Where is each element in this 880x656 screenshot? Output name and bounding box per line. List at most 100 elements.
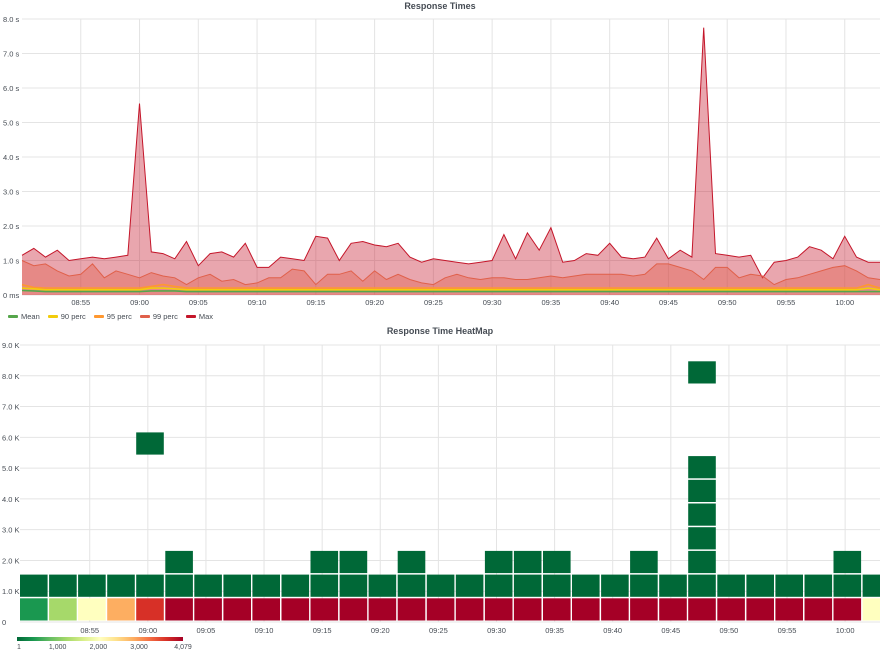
y-tick-label: 6.0 K	[2, 433, 20, 442]
y-tick-label: 1.0 K	[2, 587, 20, 596]
heatmap-cell	[484, 574, 513, 597]
y-tick-label: 8.0 K	[2, 372, 20, 381]
y-tick-label: 0	[2, 618, 6, 627]
y-tick-label: 1.0 s	[3, 257, 20, 266]
heatmap-cell	[455, 598, 484, 621]
heatmap-cell	[107, 574, 135, 597]
series-line-max	[21, 27, 880, 279]
x-tick-label: 09:15	[306, 298, 325, 307]
legend-item[interactable]: Max	[185, 312, 214, 321]
heatmap-cell	[688, 550, 716, 574]
heatmap-cell	[368, 574, 397, 597]
heatmap-cell	[78, 574, 106, 597]
heatmap-cell	[426, 598, 455, 621]
x-tick-label: 09:30	[483, 298, 502, 307]
x-tick-label: 09:10	[255, 626, 274, 635]
y-tick-label: 9.0 K	[2, 341, 20, 350]
y-tick-label: 4.0 K	[2, 495, 20, 504]
heatmap-cell	[659, 574, 687, 597]
legend-label: 95 perc	[106, 312, 132, 321]
heatmap-cell	[136, 598, 164, 621]
heatmap-cell	[194, 574, 222, 597]
color-scale-label: 4,079	[174, 644, 192, 651]
legend-item[interactable]: 90 perc	[47, 312, 86, 321]
heatmap-cell	[194, 598, 222, 621]
x-tick-label: 09:20	[365, 298, 384, 307]
x-tick-label: 09:25	[429, 626, 448, 635]
x-tick-label: 09:00	[138, 626, 157, 635]
heatmap-cell	[397, 574, 426, 597]
heatmap-cell	[717, 574, 745, 597]
color-scale-label: 3,000	[130, 644, 148, 651]
x-tick-label: 09:50	[718, 298, 737, 307]
heatmap-cell	[223, 574, 251, 597]
heatmap-cell	[165, 550, 193, 574]
legend-swatch	[185, 315, 196, 318]
heatmap-cell	[165, 598, 193, 621]
y-tick-label: 7.0 K	[2, 403, 20, 412]
heatmap-cell	[543, 574, 571, 597]
heatmap-cell	[252, 598, 280, 621]
legend-item[interactable]: 99 perc	[139, 312, 178, 321]
x-tick-label: 09:45	[659, 298, 678, 307]
heatmap-cell	[49, 574, 77, 597]
x-tick-label: 09:35	[542, 298, 561, 307]
x-tick-label: 09:35	[545, 626, 564, 635]
heatmap-cell	[339, 598, 368, 621]
heatmap-cell	[136, 432, 164, 455]
legend-label: Mean	[21, 312, 40, 321]
heatmap-cell	[862, 598, 880, 621]
heatmap-cell	[572, 574, 600, 597]
heatmap-cell	[397, 598, 426, 621]
color-scale-label: 2,000	[90, 644, 108, 651]
heatmap-cell	[513, 598, 542, 621]
y-tick-label: 5.0 K	[2, 464, 20, 473]
color-scale-label: 1,000	[49, 644, 67, 651]
x-tick-label: 09:25	[424, 298, 443, 307]
legend-label: 90 perc	[60, 312, 86, 321]
heatmap-cell	[513, 550, 542, 574]
y-tick-label: 6.0 s	[3, 84, 20, 93]
heatmap-cell	[833, 550, 862, 574]
x-tick-label: 09:45	[661, 626, 680, 635]
legend-item[interactable]: Mean	[8, 312, 40, 321]
heatmap-cell	[543, 598, 571, 621]
legend-swatch	[93, 315, 104, 318]
x-tick-label: 09:00	[130, 298, 149, 307]
legend-swatch	[8, 315, 18, 318]
heatmap-cell	[455, 574, 484, 597]
series-line-99-perc	[21, 260, 880, 286]
heatmap-cell	[630, 574, 658, 597]
heatmap-cell	[659, 598, 687, 621]
heatmap-cell	[833, 598, 862, 621]
heatmap-cell	[165, 574, 193, 597]
x-tick-label: 08:55	[71, 298, 90, 307]
x-tick-label: 09:40	[603, 626, 622, 635]
heatmap-cell	[746, 574, 774, 597]
legend-label: Max	[198, 312, 214, 321]
x-tick-label: 09:05	[197, 626, 216, 635]
heatmap-cell	[688, 456, 716, 479]
y-tick-label: 3.0 K	[2, 526, 20, 535]
y-tick-label: 2.0 s	[3, 222, 20, 231]
legend-swatch	[47, 315, 58, 318]
heatmap-panel: Response Time HeatMap 0 1.0 K 2.0 K 3.0 K 4.…	[0, 325, 880, 656]
color-scale-bar	[17, 637, 183, 641]
heatmap-cell	[484, 598, 513, 621]
heatmap-cell	[746, 598, 774, 621]
heatmap-cell	[397, 550, 426, 574]
x-tick-label: 09:55	[777, 298, 796, 307]
heatmap-cell	[688, 479, 716, 502]
y-tick-label: 8.0 s	[3, 15, 20, 24]
x-tick-label: 09:05	[189, 298, 208, 307]
x-tick-label: 09:10	[248, 298, 267, 307]
heatmap-cell	[20, 574, 48, 597]
response-times-legend: Mean 90 perc 95 perc 99 perc Max	[8, 312, 213, 321]
color-scale-label: 1	[17, 644, 21, 651]
legend-label: 99 perc	[152, 312, 178, 321]
legend-item[interactable]: 95 perc	[93, 312, 132, 321]
heatmap-cell	[630, 550, 658, 574]
x-tick-label: 09:50	[720, 626, 739, 635]
x-tick-label: 09:30	[487, 626, 506, 635]
heatmap-cell	[339, 550, 368, 574]
